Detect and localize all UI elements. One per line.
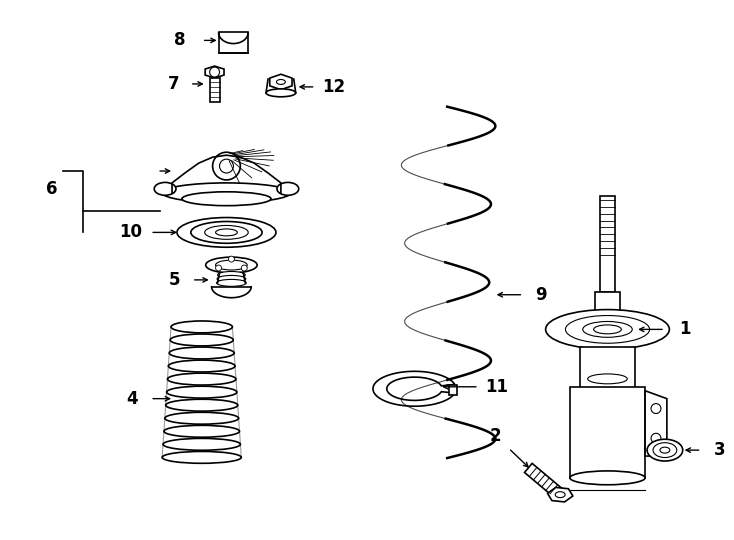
- FancyBboxPatch shape: [219, 32, 248, 53]
- Circle shape: [219, 159, 233, 173]
- Ellipse shape: [216, 229, 237, 236]
- Ellipse shape: [165, 413, 239, 424]
- Polygon shape: [645, 391, 667, 456]
- Ellipse shape: [266, 89, 296, 97]
- Text: 7: 7: [168, 75, 180, 93]
- Circle shape: [651, 403, 661, 414]
- Ellipse shape: [653, 443, 677, 457]
- Ellipse shape: [583, 321, 632, 338]
- Ellipse shape: [191, 221, 262, 244]
- Ellipse shape: [206, 257, 257, 273]
- Ellipse shape: [660, 447, 670, 453]
- Polygon shape: [525, 463, 564, 499]
- Polygon shape: [580, 347, 635, 478]
- Polygon shape: [206, 66, 224, 78]
- Ellipse shape: [177, 218, 276, 247]
- Ellipse shape: [163, 438, 241, 450]
- Ellipse shape: [565, 315, 650, 343]
- Ellipse shape: [170, 347, 234, 359]
- Ellipse shape: [154, 183, 176, 195]
- Polygon shape: [373, 372, 455, 406]
- Polygon shape: [448, 385, 457, 395]
- Circle shape: [210, 67, 219, 77]
- Circle shape: [216, 265, 222, 271]
- Polygon shape: [210, 78, 219, 102]
- Circle shape: [651, 433, 661, 443]
- Ellipse shape: [277, 183, 299, 195]
- Ellipse shape: [162, 451, 241, 463]
- Ellipse shape: [164, 426, 239, 437]
- Ellipse shape: [216, 260, 247, 270]
- Polygon shape: [600, 196, 615, 292]
- Circle shape: [228, 256, 234, 262]
- Text: 1: 1: [679, 320, 691, 339]
- Ellipse shape: [217, 279, 246, 286]
- Ellipse shape: [170, 334, 233, 346]
- Ellipse shape: [555, 492, 565, 498]
- Ellipse shape: [594, 325, 622, 334]
- Ellipse shape: [162, 183, 291, 202]
- Circle shape: [241, 265, 247, 271]
- Ellipse shape: [570, 471, 645, 485]
- Ellipse shape: [545, 309, 669, 349]
- Text: 8: 8: [174, 31, 186, 49]
- Text: 3: 3: [713, 441, 725, 459]
- Text: 10: 10: [119, 224, 142, 241]
- Ellipse shape: [166, 399, 238, 411]
- Ellipse shape: [171, 321, 233, 333]
- Text: 5: 5: [170, 271, 181, 289]
- Ellipse shape: [167, 373, 236, 385]
- Ellipse shape: [647, 439, 683, 461]
- Text: 6: 6: [46, 180, 57, 198]
- Ellipse shape: [217, 272, 245, 279]
- Polygon shape: [595, 292, 620, 325]
- Ellipse shape: [205, 226, 248, 239]
- Text: 11: 11: [485, 378, 508, 396]
- Text: 2: 2: [490, 427, 501, 446]
- Ellipse shape: [217, 275, 246, 282]
- Ellipse shape: [277, 79, 286, 84]
- Text: 12: 12: [321, 78, 345, 96]
- Text: 9: 9: [535, 286, 547, 303]
- Ellipse shape: [182, 192, 271, 206]
- Polygon shape: [548, 488, 573, 502]
- Circle shape: [213, 152, 240, 180]
- Ellipse shape: [168, 360, 235, 372]
- Ellipse shape: [588, 374, 628, 384]
- Text: 4: 4: [127, 390, 138, 408]
- Polygon shape: [570, 387, 645, 478]
- Ellipse shape: [167, 386, 237, 398]
- Polygon shape: [270, 74, 292, 90]
